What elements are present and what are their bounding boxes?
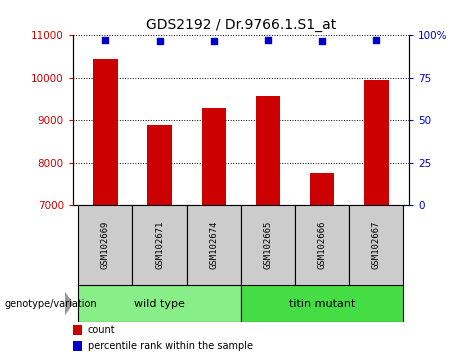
Bar (133, 205, 187, 285)
Bar (295, 205, 349, 285)
Bar (349, 205, 403, 285)
Bar (241, 205, 295, 285)
Point (156, 39, 164, 44)
Polygon shape (65, 292, 73, 316)
Bar (310, 173, 334, 205)
Bar (148, 125, 172, 205)
Text: GSM102674: GSM102674 (209, 221, 218, 269)
Bar (73, 341, 82, 351)
Text: GSM102671: GSM102671 (155, 221, 164, 269)
Text: GSM102667: GSM102667 (372, 221, 381, 269)
Point (102, 37, 109, 42)
Bar (78, 205, 133, 285)
Text: genotype/variation: genotype/variation (5, 298, 97, 309)
Point (264, 37, 272, 42)
Bar (364, 80, 389, 205)
Point (318, 39, 326, 44)
Text: GSM102666: GSM102666 (318, 221, 327, 269)
Text: GSM102669: GSM102669 (101, 221, 110, 269)
Bar (202, 108, 226, 205)
Bar (256, 96, 280, 205)
Point (373, 37, 380, 42)
Text: count: count (87, 325, 115, 335)
Bar (78, 285, 241, 322)
Bar (241, 285, 403, 322)
Bar (93, 59, 118, 205)
Text: wild type: wild type (134, 298, 185, 309)
Text: GSM102665: GSM102665 (264, 221, 273, 269)
Point (210, 39, 218, 44)
Bar (187, 205, 241, 285)
Text: percentile rank within the sample: percentile rank within the sample (87, 341, 253, 351)
Bar (73, 325, 82, 335)
Text: titin mutant: titin mutant (289, 298, 355, 309)
Title: GDS2192 / Dr.9766.1.S1_at: GDS2192 / Dr.9766.1.S1_at (146, 18, 336, 32)
